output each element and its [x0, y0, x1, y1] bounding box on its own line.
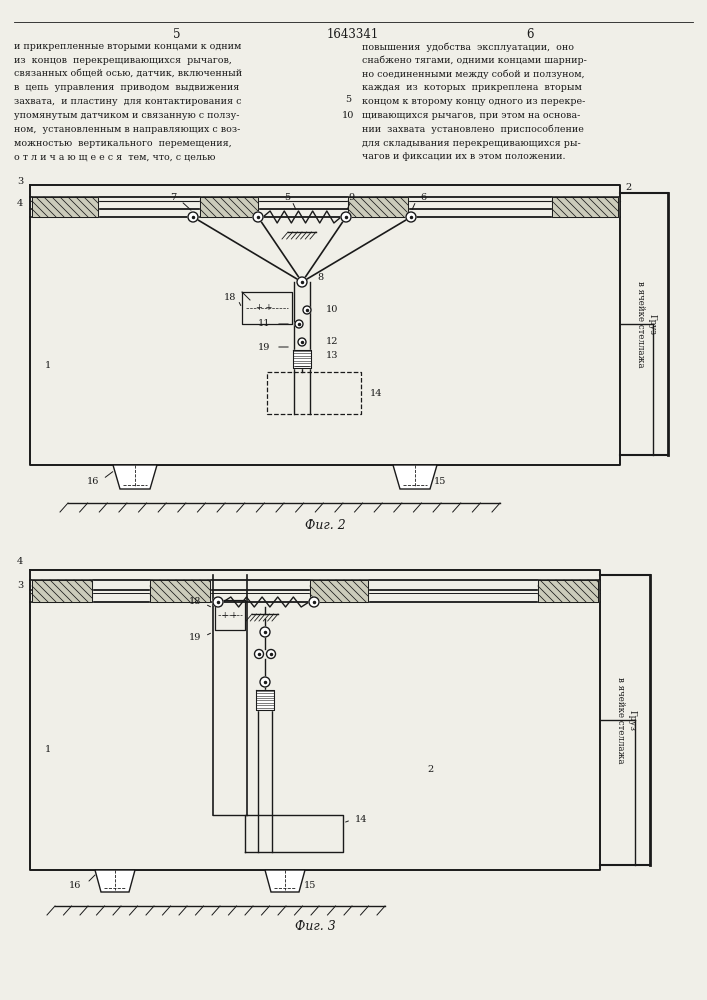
Text: 16: 16 — [69, 880, 81, 890]
Text: щивающихся рычагов, при этом на основа-: щивающихся рычагов, при этом на основа- — [362, 111, 580, 120]
Text: снабжено тягами, одними концами шарнир-: снабжено тягами, одними концами шарнир- — [362, 56, 587, 65]
Text: Фиг. 2: Фиг. 2 — [305, 519, 346, 532]
Text: 16: 16 — [87, 477, 99, 486]
Circle shape — [406, 212, 416, 222]
Text: нии  захвата  установлено  приспособление: нии захвата установлено приспособление — [362, 125, 584, 134]
Text: 10: 10 — [326, 306, 338, 314]
Text: 14: 14 — [355, 816, 367, 824]
Text: 1643341: 1643341 — [327, 28, 379, 41]
Text: 11: 11 — [258, 320, 270, 328]
Polygon shape — [95, 870, 135, 892]
Circle shape — [188, 212, 198, 222]
Text: 3: 3 — [17, 178, 23, 186]
Polygon shape — [393, 465, 437, 489]
Text: 2: 2 — [625, 184, 631, 192]
Text: 19: 19 — [258, 342, 270, 352]
Text: для складывания перекрещивающихся ры-: для складывания перекрещивающихся ры- — [362, 139, 580, 148]
Text: 8: 8 — [317, 272, 323, 282]
Polygon shape — [32, 580, 92, 602]
Polygon shape — [200, 197, 258, 217]
Text: о т л и ч а ю щ е е с я  тем, что, с целью: о т л и ч а ю щ е е с я тем, что, с цель… — [14, 152, 216, 161]
Text: Груз
в ячейке стеллажа: Груз в ячейке стеллажа — [616, 677, 636, 763]
Polygon shape — [348, 197, 408, 217]
Text: 3: 3 — [17, 580, 23, 589]
Text: упомянутым датчиком и связанную с ползу-: упомянутым датчиком и связанную с ползу- — [14, 111, 240, 120]
Text: связанных общей осью, датчик, включенный: связанных общей осью, датчик, включенный — [14, 70, 242, 79]
Polygon shape — [310, 580, 368, 602]
Polygon shape — [538, 580, 598, 602]
Circle shape — [253, 212, 263, 222]
Text: ном,  установленным в направляющих с воз-: ном, установленным в направляющих с воз- — [14, 125, 240, 134]
Text: и прикрепленные вторыми концами к одним: и прикрепленные вторыми концами к одним — [14, 42, 241, 51]
Text: 4: 4 — [17, 198, 23, 208]
Circle shape — [298, 338, 306, 346]
Text: 14: 14 — [370, 388, 382, 397]
Text: 19: 19 — [189, 634, 201, 643]
Text: 1: 1 — [45, 746, 51, 754]
Circle shape — [295, 320, 303, 328]
Polygon shape — [256, 690, 274, 710]
Polygon shape — [265, 870, 305, 892]
Circle shape — [309, 597, 319, 607]
Text: 18: 18 — [189, 597, 201, 606]
Text: 5: 5 — [345, 95, 351, 104]
Text: 7: 7 — [170, 192, 176, 202]
Polygon shape — [293, 350, 311, 368]
Text: но соединенными между собой и ползуном,: но соединенными между собой и ползуном, — [362, 70, 585, 79]
Circle shape — [303, 306, 311, 314]
Text: каждая  из  которых  прикреплена  вторым: каждая из которых прикреплена вторым — [362, 83, 582, 92]
Text: 2: 2 — [427, 766, 433, 774]
Circle shape — [341, 212, 351, 222]
Text: 15: 15 — [434, 477, 446, 486]
Text: 12: 12 — [326, 338, 338, 347]
Text: концом к второму концу одного из перекре-: концом к второму концу одного из перекре… — [362, 97, 585, 106]
Circle shape — [260, 677, 270, 687]
Text: Груз
в ячейке стеллажа: Груз в ячейке стеллажа — [636, 281, 656, 367]
Text: 15: 15 — [304, 880, 316, 890]
Text: 4: 4 — [17, 558, 23, 566]
Circle shape — [297, 277, 307, 287]
Polygon shape — [113, 465, 157, 489]
Circle shape — [267, 650, 276, 658]
Polygon shape — [552, 197, 618, 217]
Text: чагов и фиксации их в этом положении.: чагов и фиксации их в этом положении. — [362, 152, 566, 161]
Text: + +: + + — [223, 610, 238, 619]
Text: + +: + + — [257, 304, 273, 312]
Text: Фиг. 3: Фиг. 3 — [295, 920, 335, 933]
Text: в  цепь  управления  приводом  выдвижения: в цепь управления приводом выдвижения — [14, 83, 240, 92]
Text: 18: 18 — [224, 294, 236, 302]
Text: 10: 10 — [341, 111, 354, 120]
Text: 5: 5 — [284, 192, 290, 202]
Circle shape — [260, 627, 270, 637]
Text: 13: 13 — [326, 351, 338, 360]
Text: 5: 5 — [173, 28, 181, 41]
Polygon shape — [32, 197, 98, 217]
Circle shape — [255, 650, 264, 658]
Text: можностью  вертикального  перемещения,: можностью вертикального перемещения, — [14, 139, 232, 148]
Text: 6: 6 — [526, 28, 534, 41]
Text: повышения  удобства  эксплуатации,  оно: повышения удобства эксплуатации, оно — [362, 42, 574, 51]
Text: захвата,  и пластину  для контактирования с: захвата, и пластину для контактирования … — [14, 97, 242, 106]
Polygon shape — [150, 580, 210, 602]
Text: 6: 6 — [420, 192, 426, 202]
Text: 9: 9 — [348, 192, 354, 202]
Text: 1: 1 — [45, 360, 51, 369]
Circle shape — [213, 597, 223, 607]
Text: из  концов  перекрещивающихся  рычагов,: из концов перекрещивающихся рычагов, — [14, 56, 232, 65]
